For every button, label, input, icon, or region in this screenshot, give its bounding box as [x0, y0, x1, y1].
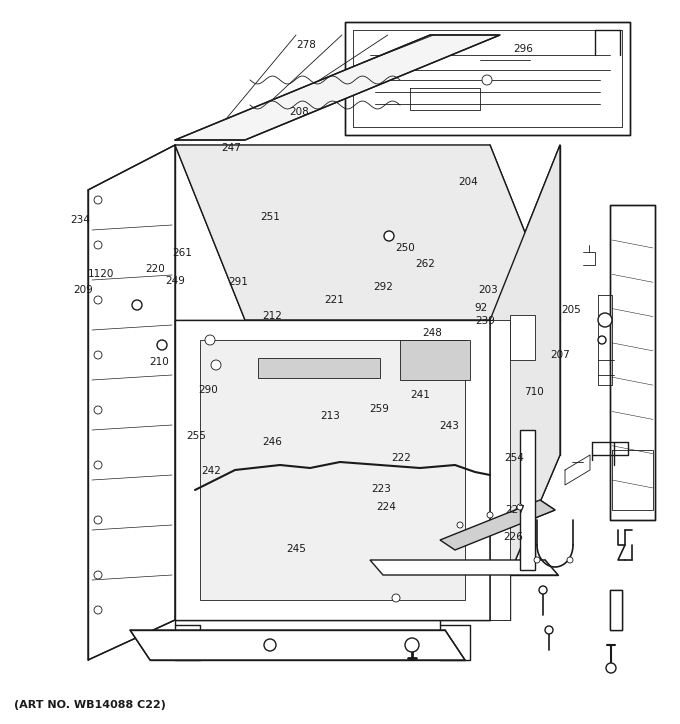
Circle shape [264, 639, 276, 651]
Circle shape [392, 594, 400, 602]
Text: 247: 247 [221, 143, 241, 153]
Circle shape [457, 522, 463, 528]
Text: 239: 239 [475, 316, 496, 327]
Text: 248: 248 [422, 328, 443, 338]
Polygon shape [490, 320, 510, 620]
Polygon shape [490, 145, 560, 620]
Text: 241: 241 [410, 390, 430, 400]
Polygon shape [175, 145, 560, 320]
Polygon shape [345, 22, 630, 135]
Text: 242: 242 [201, 466, 221, 476]
Text: 292: 292 [373, 282, 394, 292]
Circle shape [205, 335, 215, 345]
Text: 255: 255 [186, 431, 206, 441]
Text: 245: 245 [286, 544, 307, 554]
Circle shape [94, 606, 102, 614]
Circle shape [94, 296, 102, 304]
Text: 710: 710 [524, 387, 545, 397]
Polygon shape [510, 315, 535, 360]
Circle shape [157, 340, 167, 350]
Text: 208: 208 [289, 107, 309, 117]
Circle shape [517, 504, 523, 510]
Polygon shape [200, 340, 465, 600]
Circle shape [94, 406, 102, 414]
Text: 1120: 1120 [88, 269, 114, 279]
Circle shape [567, 557, 573, 563]
Circle shape [405, 638, 419, 652]
Polygon shape [370, 560, 558, 575]
Polygon shape [175, 320, 490, 620]
Text: 278: 278 [296, 40, 316, 50]
Polygon shape [130, 630, 465, 660]
Text: 243: 243 [439, 421, 459, 431]
Text: 227: 227 [505, 505, 526, 515]
Circle shape [539, 586, 547, 594]
Circle shape [94, 196, 102, 204]
Text: 249: 249 [165, 276, 186, 286]
Polygon shape [175, 35, 500, 140]
Text: 246: 246 [262, 437, 282, 447]
Text: 205: 205 [561, 305, 581, 315]
Text: 207: 207 [550, 350, 571, 360]
Text: 291: 291 [228, 277, 248, 287]
Text: 290: 290 [198, 384, 218, 395]
Polygon shape [610, 205, 655, 520]
Circle shape [487, 512, 493, 518]
Circle shape [94, 241, 102, 249]
Circle shape [598, 313, 612, 327]
Text: 259: 259 [369, 404, 390, 414]
Text: 250: 250 [395, 243, 415, 253]
Text: 210: 210 [149, 357, 169, 367]
Text: 261: 261 [172, 248, 192, 258]
Text: 262: 262 [415, 259, 436, 269]
Text: 209: 209 [73, 285, 93, 295]
Circle shape [534, 557, 540, 563]
Circle shape [606, 663, 616, 673]
Circle shape [94, 461, 102, 469]
Polygon shape [258, 358, 380, 378]
Polygon shape [440, 500, 555, 550]
Text: 213: 213 [320, 411, 341, 421]
Circle shape [482, 75, 492, 85]
Circle shape [132, 300, 142, 310]
Circle shape [384, 231, 394, 241]
Text: 222: 222 [391, 452, 411, 463]
Polygon shape [88, 145, 175, 660]
Text: (ART NO. WB14088 C22): (ART NO. WB14088 C22) [14, 700, 166, 710]
Text: 221: 221 [324, 295, 345, 306]
Text: 92: 92 [475, 303, 488, 313]
Text: 220: 220 [145, 264, 165, 274]
Circle shape [94, 516, 102, 524]
Polygon shape [610, 590, 622, 630]
Circle shape [94, 571, 102, 579]
Text: 234: 234 [70, 215, 90, 225]
Text: 223: 223 [371, 484, 391, 494]
Text: 251: 251 [260, 212, 281, 222]
Text: 212: 212 [262, 311, 282, 321]
Circle shape [598, 336, 606, 344]
Text: 254: 254 [504, 452, 524, 463]
Circle shape [211, 360, 221, 370]
Text: 203: 203 [478, 285, 498, 295]
Text: 296: 296 [513, 44, 534, 54]
Polygon shape [520, 430, 535, 570]
Text: 204: 204 [458, 177, 478, 188]
Text: 226: 226 [503, 532, 523, 542]
Polygon shape [400, 340, 470, 380]
Text: 224: 224 [376, 502, 396, 512]
Circle shape [94, 351, 102, 359]
Circle shape [545, 626, 553, 634]
